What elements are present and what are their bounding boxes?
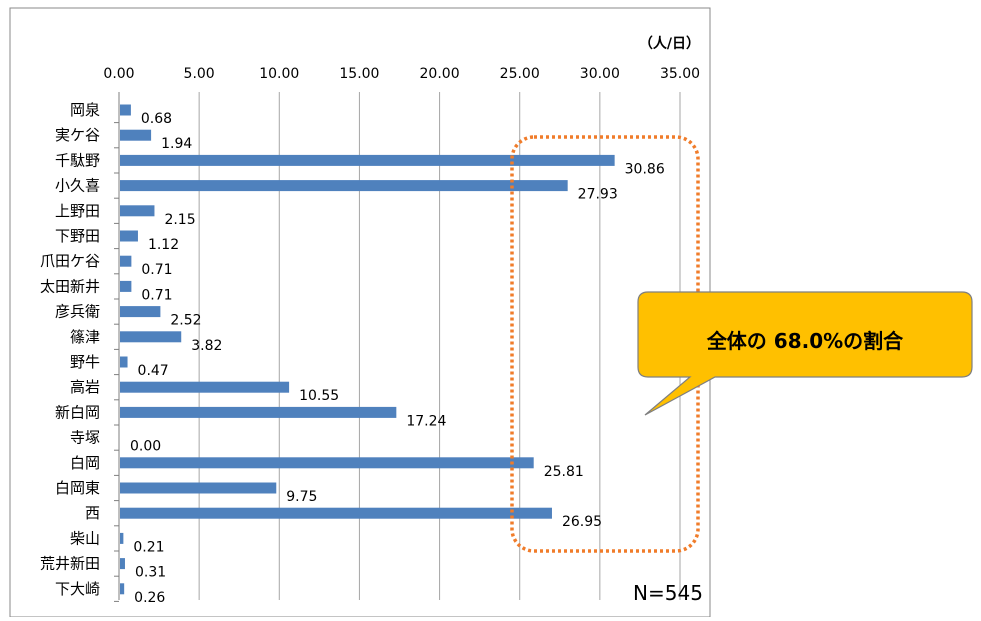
category-label: 下野田 bbox=[55, 227, 100, 245]
bar bbox=[120, 154, 615, 166]
category-label: 白岡東 bbox=[55, 479, 100, 497]
category-label: 太田新井 bbox=[40, 277, 100, 295]
category-label: 白岡 bbox=[70, 454, 100, 472]
callout-bubble bbox=[637, 291, 973, 416]
data-label: 0.68 bbox=[141, 111, 172, 127]
bar bbox=[120, 129, 152, 141]
category-label: 実ケ谷 bbox=[55, 126, 100, 144]
category-label: 柴山 bbox=[70, 529, 100, 547]
data-label: 0.71 bbox=[141, 262, 172, 278]
category-label: 野牛 bbox=[70, 353, 100, 371]
data-label: 1.94 bbox=[161, 136, 192, 152]
data-label: 0.47 bbox=[138, 363, 169, 379]
data-label: 0.00 bbox=[130, 439, 161, 455]
category-label: 爪田ケ谷 bbox=[40, 252, 100, 270]
bar bbox=[120, 507, 552, 519]
bar bbox=[120, 482, 277, 494]
bar bbox=[120, 381, 290, 393]
data-label: 0.31 bbox=[135, 565, 166, 581]
data-label: 27.93 bbox=[578, 187, 618, 203]
callout-text: 全体の 68.0%の割合 bbox=[706, 329, 904, 353]
x-tick-label: 0.00 bbox=[103, 66, 134, 82]
data-label: 9.75 bbox=[286, 489, 317, 505]
data-label: 30.86 bbox=[625, 161, 665, 177]
bar bbox=[120, 331, 182, 343]
category-label: 千駄野 bbox=[55, 151, 100, 169]
bar bbox=[120, 583, 125, 595]
category-label: 寺塚 bbox=[70, 429, 100, 447]
bar bbox=[120, 457, 534, 469]
sample-size-label: N=545 bbox=[633, 581, 703, 605]
data-labels: 0.68 1.94 30.86 27.93 2.15 1.12 0.71 0.71 2.52 3.… bbox=[130, 111, 665, 606]
category-label: 高岩 bbox=[70, 378, 100, 396]
bar bbox=[120, 532, 124, 544]
category-label: 篠津 bbox=[70, 328, 100, 346]
x-tick-label: 25.00 bbox=[500, 66, 540, 82]
unit-label: （人/日） bbox=[639, 35, 700, 52]
bar bbox=[120, 306, 161, 318]
bar bbox=[120, 205, 155, 217]
x-tick-label: 20.00 bbox=[420, 66, 460, 82]
bar bbox=[120, 230, 138, 242]
x-tick-label: 5.00 bbox=[184, 66, 215, 82]
category-label: 下大崎 bbox=[55, 580, 100, 598]
category-label: 荒井新田 bbox=[40, 555, 100, 573]
x-tick-label: 15.00 bbox=[339, 66, 379, 82]
bar bbox=[120, 356, 128, 368]
x-tick-label: 35.00 bbox=[660, 66, 700, 82]
data-label: 26.95 bbox=[562, 514, 602, 530]
data-label: 0.26 bbox=[134, 590, 165, 606]
bars bbox=[120, 104, 615, 595]
category-label: 上野田 bbox=[55, 202, 100, 220]
x-tick-label: 30.00 bbox=[580, 66, 620, 82]
data-label: 17.24 bbox=[406, 413, 446, 429]
bar bbox=[120, 558, 125, 570]
data-label: 2.52 bbox=[170, 313, 201, 329]
x-axis-ticks: 0.00 5.00 10.00 15.00 20.00 25.00 30.00 35.00 bbox=[103, 66, 700, 82]
data-label: 25.81 bbox=[544, 464, 584, 480]
category-labels: 岡泉実ケ谷千駄野小久喜上野田下野田爪田ケ谷太田新井彦兵衛篠津野牛高岩新白岡寺塚白… bbox=[40, 101, 119, 602]
category-label: 西 bbox=[85, 504, 100, 522]
data-label: 0.21 bbox=[133, 539, 164, 555]
x-tick-label: 10.00 bbox=[259, 66, 299, 82]
bar bbox=[120, 255, 132, 267]
category-label: 岡泉 bbox=[70, 101, 100, 119]
data-label: 1.12 bbox=[148, 237, 179, 253]
bar bbox=[120, 280, 132, 292]
bar bbox=[120, 104, 131, 116]
data-label: 10.55 bbox=[299, 388, 339, 404]
data-label: 3.82 bbox=[191, 338, 222, 354]
data-label: 0.71 bbox=[141, 287, 172, 303]
category-label: 彦兵衛 bbox=[55, 303, 100, 321]
category-label: 新白岡 bbox=[55, 403, 100, 421]
bar bbox=[120, 406, 397, 418]
bar bbox=[120, 180, 568, 192]
data-label: 2.15 bbox=[164, 212, 195, 228]
category-label: 小久喜 bbox=[55, 177, 100, 195]
